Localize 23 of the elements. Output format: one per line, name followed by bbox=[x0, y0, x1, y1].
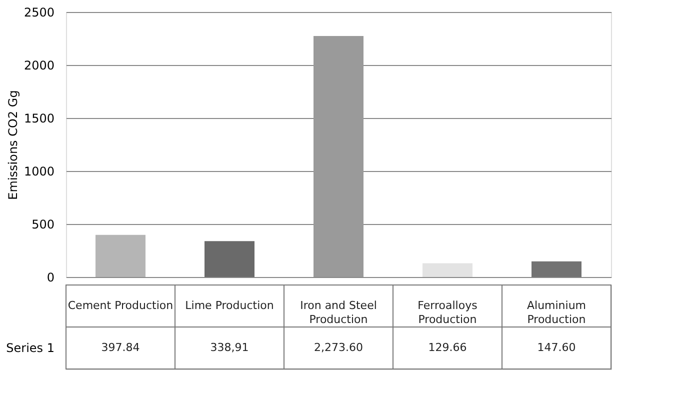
x-tick-label: Cement Production bbox=[68, 299, 174, 312]
y-tick-label: 0 bbox=[46, 270, 54, 284]
text: Series 1 bbox=[6, 341, 54, 355]
bar bbox=[532, 261, 582, 277]
bar bbox=[204, 241, 254, 277]
y-axis-title: Emissions CO2 Gg bbox=[6, 90, 20, 200]
data-label: 397.84 bbox=[101, 341, 140, 354]
bar bbox=[314, 36, 364, 277]
bar bbox=[422, 263, 472, 277]
y-tick-label: 1500 bbox=[24, 112, 54, 126]
data-label: 338,91 bbox=[210, 341, 249, 354]
data-label: 2,273.60 bbox=[314, 341, 363, 354]
y-tick-label: 500 bbox=[32, 218, 54, 232]
x-tick-label: Iron and Steel Production bbox=[300, 299, 377, 326]
data-label: 147.60 bbox=[537, 341, 576, 354]
bar bbox=[96, 234, 146, 277]
x-tick-label: Ferroalloys Production bbox=[418, 299, 478, 326]
y-tick-label: 2000 bbox=[24, 58, 54, 72]
y-tick-label: 1000 bbox=[24, 164, 54, 178]
y-tick-label: 2500 bbox=[24, 6, 54, 20]
x-tick-label: Lime Production bbox=[185, 299, 274, 312]
data-label: 129.66 bbox=[428, 341, 467, 354]
x-tick-label: Aluminium Production bbox=[526, 299, 586, 326]
